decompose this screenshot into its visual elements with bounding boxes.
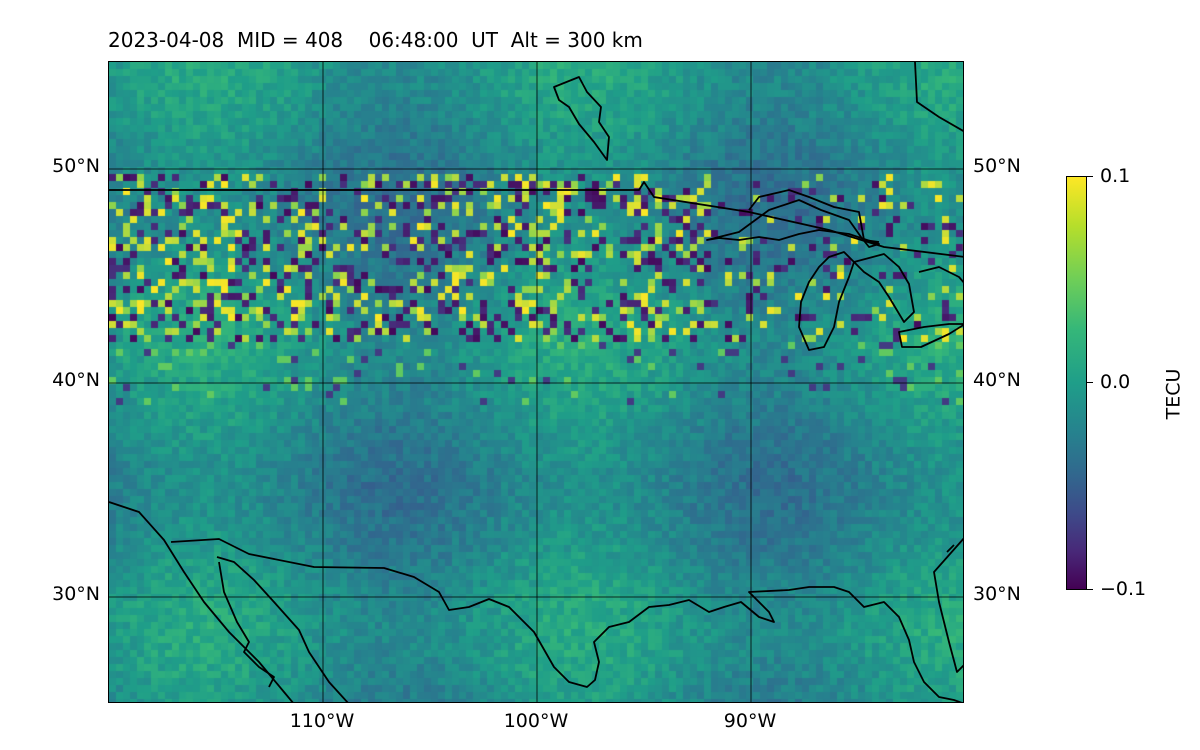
gulf-of-california [218,561,275,688]
coastlines-borders [109,62,963,702]
colorbar-tick-top [1087,176,1093,177]
lon-label-90w: 90°W [723,710,777,732]
lon-label-100w: 100°W [503,710,569,732]
lat-label-right-40: 40°N [973,369,1021,391]
colorbar-tick-mid [1087,382,1093,383]
great-lakes-shore [748,189,880,243]
lat-label-left-40: 40°N [52,369,100,391]
lake-michigan [798,251,855,351]
lat-label-right-30: 30°N [973,583,1021,605]
lake-huron [853,253,915,323]
atlantic-coast [933,537,963,673]
lat-label-right-50: 50°N [973,155,1021,177]
pacific-coast [109,501,294,702]
colorbar-label-min: −0.1 [1100,578,1147,600]
lat-label-left-30: 30°N [52,583,100,605]
lon-label-110w: 110°W [289,710,355,732]
northern-coast [914,62,963,132]
tec-map [108,61,964,703]
lat-label-left-50: 50°N [52,155,100,177]
lake-erie [898,323,963,348]
colorbar-label-zero: 0.0 [1100,371,1131,393]
gridlines [109,62,963,702]
colorbar-tick-bottom [1087,589,1093,590]
baja-peninsula [216,556,349,702]
lake-ontario [918,266,963,284]
colorbar-title: TECU [1162,368,1185,420]
lake-superior [706,199,880,248]
florida-coast [946,544,955,553]
us-mexico-border [170,538,963,702]
map-title: 2023-04-08 MID = 408 06:48:00 UT Alt = 3… [108,28,643,52]
map-overlay [109,62,963,702]
us-canada-border [109,181,963,258]
colorbar-label-max: 0.1 [1100,165,1131,187]
lake-winnipeg-shore [553,76,610,161]
colorbar [1066,176,1087,590]
